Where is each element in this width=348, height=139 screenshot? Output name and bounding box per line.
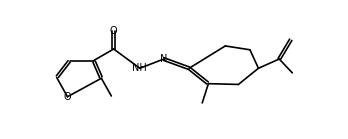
Text: O: O	[64, 92, 71, 102]
Text: O: O	[110, 26, 118, 36]
Text: NH: NH	[133, 63, 147, 73]
Text: N: N	[160, 54, 167, 64]
